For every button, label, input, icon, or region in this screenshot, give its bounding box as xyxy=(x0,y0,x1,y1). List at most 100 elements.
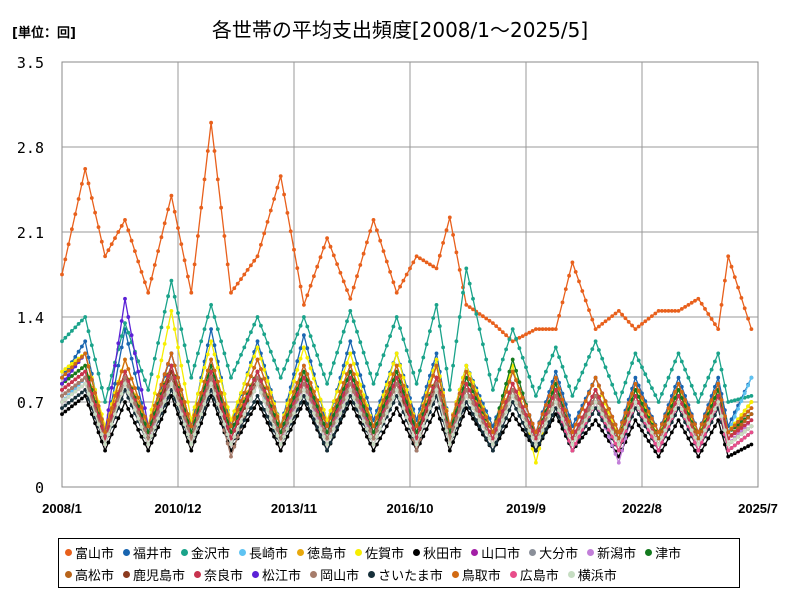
series-point xyxy=(152,425,157,430)
legend-label: 福井市 xyxy=(133,546,173,562)
series-point xyxy=(663,442,668,447)
series-point xyxy=(550,391,555,395)
series-point xyxy=(424,394,429,398)
series-point xyxy=(520,414,525,419)
series-point xyxy=(418,433,422,438)
series-point xyxy=(653,423,658,428)
series-point xyxy=(653,441,658,446)
series-point xyxy=(358,395,363,400)
series-point xyxy=(83,339,88,344)
series-point xyxy=(318,427,323,431)
legend-marker-icon xyxy=(65,548,72,556)
series-point xyxy=(355,414,359,418)
series-point xyxy=(723,383,727,388)
series-point xyxy=(401,278,406,283)
series-point xyxy=(607,316,611,321)
series-point xyxy=(530,428,535,433)
series-point xyxy=(593,400,598,404)
series-point xyxy=(182,400,187,404)
series-point xyxy=(560,300,565,305)
series-point xyxy=(477,400,482,404)
series-point xyxy=(275,414,280,419)
series-point xyxy=(464,394,469,398)
series-point xyxy=(437,378,442,383)
series-point xyxy=(298,372,303,377)
series-point xyxy=(408,416,412,421)
series-point xyxy=(398,326,402,330)
series-point xyxy=(298,356,303,361)
series-point xyxy=(119,224,124,228)
series-point xyxy=(259,379,263,384)
series-point xyxy=(719,414,724,419)
series-point xyxy=(699,435,704,440)
series-point xyxy=(739,426,744,430)
series-point xyxy=(593,388,598,392)
series-point xyxy=(242,391,247,395)
series-point xyxy=(182,422,187,427)
series-point xyxy=(113,394,117,398)
series-point xyxy=(295,414,300,418)
series-point xyxy=(404,394,409,398)
series-point xyxy=(308,366,313,371)
series-point xyxy=(109,432,114,437)
series-point xyxy=(699,392,704,396)
series-point xyxy=(60,394,64,398)
series-point xyxy=(308,359,313,364)
series-point xyxy=(275,441,280,446)
series-point xyxy=(716,381,721,386)
series-point xyxy=(404,400,409,404)
series-point xyxy=(312,417,316,422)
series-point xyxy=(590,412,595,416)
series-point xyxy=(597,324,601,329)
series-point xyxy=(444,428,449,433)
series-point xyxy=(640,412,644,416)
series-point xyxy=(149,414,154,418)
series-19 xyxy=(60,381,754,447)
series-point xyxy=(381,249,386,254)
series-point xyxy=(600,356,605,361)
series-point xyxy=(394,369,399,374)
series-point xyxy=(378,413,383,417)
series-point xyxy=(182,381,187,386)
series-point xyxy=(83,167,88,171)
series-point xyxy=(669,309,674,313)
series-point xyxy=(557,355,561,359)
series-point xyxy=(391,372,396,377)
series-point xyxy=(129,393,134,397)
series-point xyxy=(60,388,64,392)
series-point xyxy=(162,409,167,414)
series-point xyxy=(434,375,439,380)
series-point xyxy=(212,149,217,153)
series-point xyxy=(703,383,707,388)
series-point xyxy=(202,327,207,331)
series-point xyxy=(265,341,270,345)
series-point xyxy=(298,395,303,400)
series-point xyxy=(699,422,704,427)
series-point xyxy=(494,434,499,439)
series-point xyxy=(597,423,601,428)
series-point xyxy=(739,428,744,433)
series-point xyxy=(537,421,542,426)
legend-label: 広島市 xyxy=(519,568,559,584)
series-point xyxy=(103,448,107,453)
series-point xyxy=(660,422,664,427)
series-point xyxy=(500,409,505,413)
series-point xyxy=(388,270,392,274)
series-point xyxy=(328,421,333,426)
series-point xyxy=(341,329,346,334)
series-point xyxy=(706,421,711,426)
series-point xyxy=(345,395,349,400)
series-point xyxy=(673,396,677,400)
series-point xyxy=(746,444,750,449)
series-point xyxy=(209,327,214,331)
series-point xyxy=(272,419,276,423)
series-point xyxy=(620,448,624,453)
series-point xyxy=(613,311,618,316)
series-point xyxy=(494,440,499,445)
series-point xyxy=(643,372,648,377)
series-point xyxy=(70,392,74,397)
series-point xyxy=(123,369,127,374)
series-point xyxy=(650,430,654,435)
series-point xyxy=(623,316,628,321)
series-point xyxy=(491,430,495,435)
